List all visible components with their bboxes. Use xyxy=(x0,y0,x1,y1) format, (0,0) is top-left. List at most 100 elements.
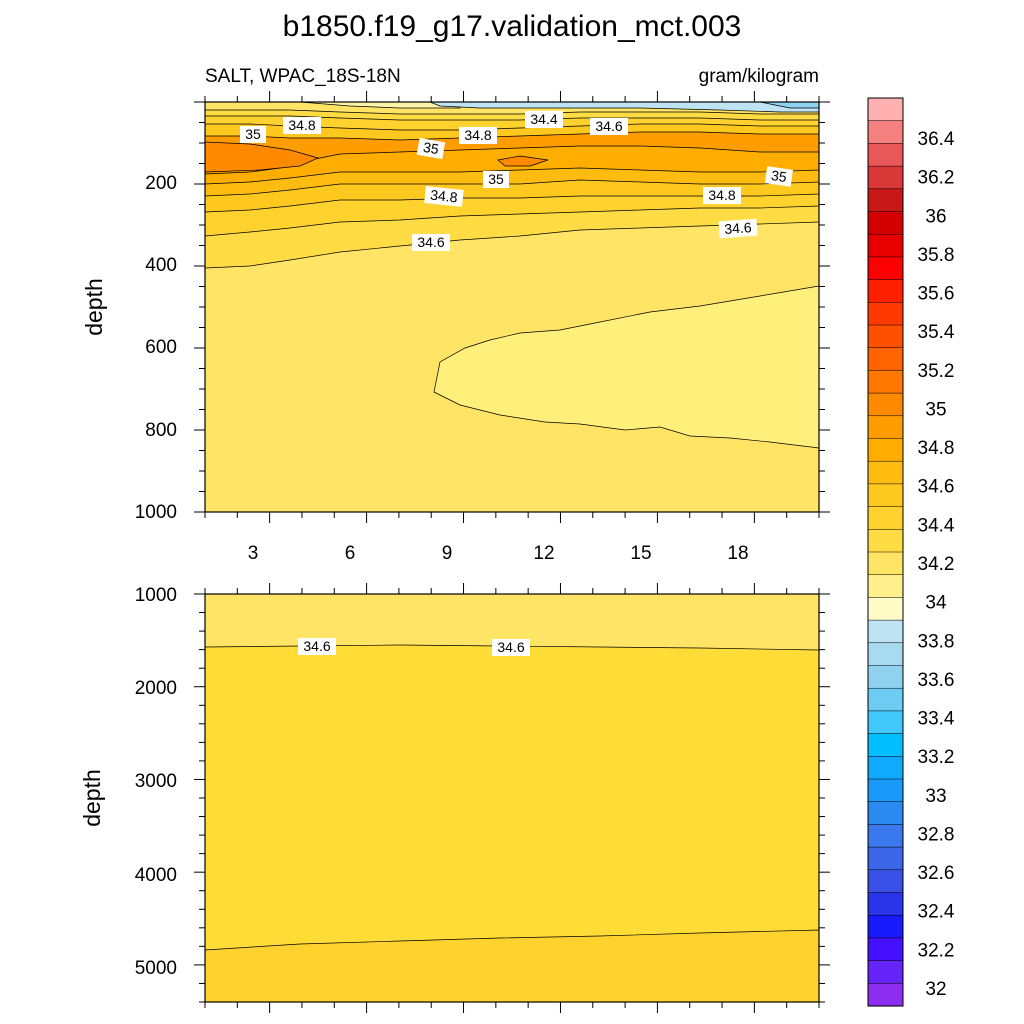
region-fresh-surface-east-2 xyxy=(759,102,819,109)
contour-label: 34.6 xyxy=(724,219,753,237)
colorbar-swatch xyxy=(867,937,904,962)
colorbar-tick-label: 33.4 xyxy=(918,709,955,730)
colorbar-swatch xyxy=(867,801,904,825)
colorbar-tick-label: 33.8 xyxy=(918,631,955,652)
colorbar-swatch xyxy=(867,574,904,598)
contour-label: 34.8 xyxy=(288,117,315,133)
colorbar-swatch xyxy=(867,642,904,667)
colorbar-swatch xyxy=(867,415,904,440)
colorbar-swatch xyxy=(867,460,904,485)
contour-label: 34.6 xyxy=(417,234,444,250)
colorbar-swatch xyxy=(867,370,904,394)
upper-panel xyxy=(205,102,819,512)
colorbar-swatch xyxy=(867,483,904,508)
y-tick-label: 200 xyxy=(145,173,177,194)
colorbar-swatch xyxy=(867,279,904,303)
colorbar-swatch xyxy=(867,324,904,349)
colorbar-swatch xyxy=(867,960,904,984)
colorbar-swatch xyxy=(867,551,904,576)
contour-label: 34.8 xyxy=(430,187,459,206)
region-fresh-surface-east xyxy=(429,102,819,113)
colorbar-swatch xyxy=(867,302,904,326)
y-tick-label: 800 xyxy=(145,420,177,441)
colorbar-tick-label: 34.6 xyxy=(918,477,955,498)
region-bottom xyxy=(205,929,819,1002)
contour-label: 34.8 xyxy=(708,187,735,203)
x-tick-label: 6 xyxy=(345,543,356,564)
colorbar-swatch xyxy=(867,597,904,621)
colorbar-swatch xyxy=(867,869,904,894)
colorbar-swatch xyxy=(867,846,904,871)
lower-panel xyxy=(205,594,819,1002)
colorbar-tick-label: 34.8 xyxy=(918,438,955,459)
y-tick-label: 400 xyxy=(145,255,177,276)
x-tick-label: 12 xyxy=(533,543,554,564)
colorbar-tick-label: 35.2 xyxy=(918,361,955,382)
colorbar-swatch xyxy=(867,687,904,712)
y-tick-label: 1000 xyxy=(135,585,177,606)
x-tick-label: 3 xyxy=(248,543,259,564)
region-central-core xyxy=(497,155,549,167)
region-surface-34-3 xyxy=(299,102,461,109)
contour-label: 35 xyxy=(488,171,504,187)
colorbar-tick-label: 34.2 xyxy=(918,554,955,575)
x-tick-label: 15 xyxy=(630,543,651,564)
colorbar-tick-label: 36.4 xyxy=(918,129,955,150)
colorbar-tick-label: 36 xyxy=(925,206,946,227)
contour-label: 34.8 xyxy=(464,127,491,143)
colorbar-tick-label: 32.6 xyxy=(918,863,955,884)
colorbar-tick-label: 33.6 xyxy=(918,670,955,691)
y-tick-label: 2000 xyxy=(135,678,177,699)
colorbar-swatch xyxy=(867,438,904,462)
contour-label: 35 xyxy=(770,167,788,185)
colorbar-tick-label: 34.4 xyxy=(918,515,955,536)
colorbar-swatch xyxy=(867,756,904,780)
colorbar-swatch xyxy=(867,733,904,757)
colorbar-swatch xyxy=(867,392,904,417)
colorbar-swatch xyxy=(867,824,904,848)
colorbar-swatch xyxy=(867,188,904,213)
right-subtitle: gram/kilogram xyxy=(699,66,819,87)
y-tick-label: 600 xyxy=(145,337,177,358)
colorbar xyxy=(867,97,904,1007)
colorbar-swatch xyxy=(867,97,904,122)
colorbar-swatch xyxy=(867,143,904,167)
colorbar-tick-label: 35.6 xyxy=(918,284,955,305)
y-tick-label: 4000 xyxy=(135,865,177,886)
contour-label: 34.6 xyxy=(303,638,330,654)
colorbar-tick-label: 32 xyxy=(925,979,946,1000)
contour-label: 34.6 xyxy=(497,639,524,655)
colorbar-swatch xyxy=(867,506,904,530)
contour-label: 34.6 xyxy=(595,118,622,134)
contour-label: 35 xyxy=(245,126,261,142)
colorbar-tick-label: 32.8 xyxy=(918,824,955,845)
colorbar-swatch xyxy=(867,710,904,735)
y-tick-label: 5000 xyxy=(135,958,177,979)
colorbar-swatch xyxy=(867,983,904,1007)
colorbar-swatch xyxy=(867,529,904,553)
y-axis-label: depth xyxy=(81,278,107,336)
colorbar-swatch xyxy=(867,256,904,281)
region-aaiw-tongue xyxy=(433,285,819,449)
region-salinity-max-core xyxy=(205,141,320,173)
y-tick-label: 3000 xyxy=(135,771,177,792)
colorbar-tick-label: 35.8 xyxy=(918,245,955,266)
upper-ticks xyxy=(194,91,830,523)
colorbar-swatch xyxy=(867,120,904,144)
colorbar-swatch xyxy=(867,914,904,939)
colorbar-labels: 32 32.2 32.4 32.6 32.8 33 33.2 33.4 33.6 33.8 34 34… xyxy=(918,129,955,1000)
colorbar-swatch xyxy=(867,665,904,689)
colorbar-frame xyxy=(867,97,904,1007)
colorbar-tick-label: 32.4 xyxy=(918,902,955,923)
colorbar-swatch xyxy=(867,347,904,371)
lower-ticks xyxy=(194,583,830,1013)
y-tick-label: 1000 xyxy=(135,502,177,523)
colorbar-swatch xyxy=(867,211,904,235)
contour-label: 34.4 xyxy=(530,111,557,127)
left-subtitle: SALT, WPAC_18S-18N xyxy=(205,66,401,87)
lower-contour-labels: 34.6 34.6 xyxy=(298,638,530,656)
colorbar-tick-label: 36.2 xyxy=(918,168,955,189)
y-axis-label: depth xyxy=(79,769,105,827)
chart-title: b1850.f19_g17.validation_mct.003 xyxy=(283,10,742,43)
